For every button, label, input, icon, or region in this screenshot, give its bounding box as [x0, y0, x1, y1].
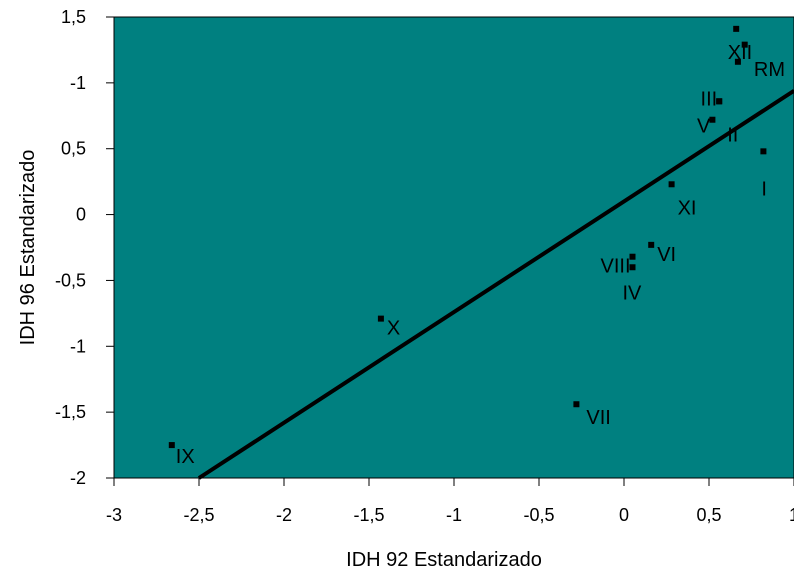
point-label: V — [697, 116, 711, 138]
y-tick-label: -1,5 — [55, 402, 86, 422]
chart-marks: -3 -2,5 -2 -1,5 -1 -0,5 0 0,5 1 1,5 -1 0,5 0 -0,5 -1 -1… — [55, 7, 794, 525]
x-tick-label: -1,5 — [353, 505, 384, 525]
data-point — [716, 98, 723, 105]
y-tick-label: -1 — [70, 73, 86, 93]
plot-area — [113, 16, 794, 479]
y-axis-title: IDH 96 Estandarizado — [17, 150, 39, 346]
data-point — [629, 253, 636, 260]
point-label: VII — [586, 407, 610, 429]
x-tick-label: -1 — [446, 505, 462, 525]
point-label: IV — [623, 282, 643, 304]
data-point — [168, 442, 175, 449]
x-tick-label: -2 — [276, 505, 292, 525]
data-point — [741, 41, 748, 48]
y-tick-label: -1 — [70, 336, 86, 356]
x-tick-label: -2,5 — [183, 505, 214, 525]
x-axis-title: IDH 92 Estandarizado — [346, 549, 542, 571]
data-point — [668, 181, 675, 188]
y-tick-label: -2 — [70, 468, 86, 488]
data-point — [733, 25, 740, 32]
point-label: I — [761, 178, 767, 200]
trend-line — [197, 89, 794, 480]
data-point — [734, 58, 741, 65]
data-point — [573, 401, 580, 408]
data-point — [760, 148, 767, 155]
point-label: II — [727, 124, 738, 146]
point-label: III — [701, 88, 718, 110]
data-point — [648, 241, 655, 248]
data-point — [709, 116, 716, 123]
x-tick-label: 0 — [619, 505, 629, 525]
point-label: XI — [678, 197, 697, 219]
point-label: VI — [657, 244, 676, 266]
point-label: RM — [754, 59, 785, 81]
y-tick-label: 0 — [76, 205, 86, 225]
data-point — [377, 315, 384, 322]
x-tick-label: 0,5 — [696, 505, 721, 525]
x-tick-label: -0,5 — [523, 505, 554, 525]
x-tick-label: 1 — [789, 505, 794, 525]
point-label: IX — [176, 446, 195, 468]
point-label: X — [387, 318, 400, 340]
y-tick-label: -0,5 — [55, 270, 86, 290]
y-tick-label: 0,5 — [61, 139, 86, 159]
y-tick-label: 1,5 — [61, 7, 86, 27]
x-tick-label: -3 — [106, 505, 122, 525]
data-point — [629, 264, 636, 271]
point-label: VIII — [600, 256, 630, 278]
